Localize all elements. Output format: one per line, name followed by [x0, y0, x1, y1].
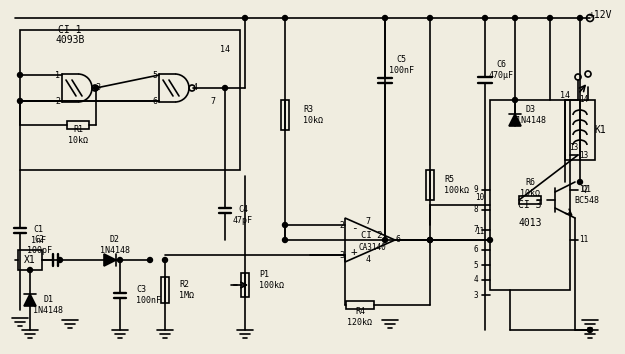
- Circle shape: [162, 257, 168, 263]
- Text: 4: 4: [474, 275, 478, 285]
- Circle shape: [382, 16, 388, 21]
- Circle shape: [18, 73, 22, 78]
- Text: 6: 6: [474, 246, 478, 255]
- Text: 13: 13: [579, 150, 589, 160]
- Circle shape: [578, 16, 582, 21]
- Text: 4: 4: [192, 84, 198, 92]
- Circle shape: [428, 238, 432, 242]
- Polygon shape: [24, 294, 36, 306]
- Circle shape: [282, 223, 288, 228]
- Circle shape: [242, 16, 248, 21]
- Bar: [519, 196, 541, 204]
- Circle shape: [282, 238, 288, 242]
- Circle shape: [382, 238, 388, 242]
- Text: +: +: [351, 247, 358, 257]
- Text: D3
1N4148: D3 1N4148: [516, 105, 546, 125]
- Bar: [346, 301, 374, 309]
- Circle shape: [94, 86, 99, 91]
- Text: 13: 13: [569, 143, 579, 153]
- Text: 4013: 4013: [518, 218, 542, 228]
- Bar: [161, 277, 169, 303]
- Text: C1
1nF: C1 1nF: [31, 225, 46, 245]
- Text: 3: 3: [96, 84, 101, 92]
- Text: C5
100nF: C5 100nF: [389, 55, 414, 75]
- Text: 6: 6: [396, 235, 401, 245]
- Text: CI 3: CI 3: [518, 200, 542, 210]
- Text: R5
100kΩ: R5 100kΩ: [444, 175, 469, 195]
- Text: 14: 14: [560, 91, 570, 99]
- Circle shape: [222, 86, 228, 91]
- Text: 4: 4: [366, 256, 371, 264]
- Polygon shape: [509, 114, 521, 126]
- Text: 14: 14: [220, 46, 230, 55]
- Text: 2: 2: [56, 97, 61, 105]
- Text: C3
100nF: C3 100nF: [136, 285, 161, 305]
- Text: 6: 6: [152, 97, 158, 105]
- Circle shape: [58, 257, 63, 263]
- Text: R1
10kΩ: R1 10kΩ: [68, 125, 88, 145]
- Circle shape: [488, 238, 492, 242]
- Text: 9: 9: [474, 185, 478, 194]
- Text: CI 2: CI 2: [361, 230, 382, 240]
- Circle shape: [512, 97, 518, 103]
- Text: R3
10kΩ: R3 10kΩ: [303, 105, 323, 125]
- Text: C6
470µF: C6 470µF: [489, 60, 514, 80]
- Circle shape: [428, 16, 432, 21]
- Text: P1
100kΩ: P1 100kΩ: [259, 270, 284, 290]
- Text: 7: 7: [474, 225, 478, 234]
- Circle shape: [282, 16, 288, 21]
- Polygon shape: [104, 254, 116, 266]
- Circle shape: [148, 257, 152, 263]
- Circle shape: [28, 268, 32, 273]
- Text: 4093B: 4093B: [56, 35, 85, 45]
- Text: 7: 7: [366, 217, 371, 227]
- Text: 14: 14: [579, 96, 589, 104]
- Text: 12: 12: [579, 185, 589, 194]
- Text: 1: 1: [56, 70, 61, 80]
- Circle shape: [588, 327, 592, 332]
- Bar: [281, 100, 289, 130]
- Circle shape: [428, 238, 432, 242]
- Text: CA3140: CA3140: [358, 242, 386, 251]
- Circle shape: [482, 16, 488, 21]
- Text: 3: 3: [474, 291, 478, 299]
- Text: 8: 8: [474, 206, 478, 215]
- Text: 5: 5: [474, 261, 478, 269]
- Text: K1: K1: [594, 125, 606, 135]
- Text: C2
100pF: C2 100pF: [26, 235, 51, 255]
- Bar: [241, 273, 249, 297]
- Bar: [426, 170, 434, 200]
- Text: 10: 10: [476, 194, 484, 202]
- Text: 7: 7: [211, 97, 216, 105]
- Text: 3: 3: [339, 251, 344, 259]
- Circle shape: [578, 179, 582, 184]
- Bar: [67, 121, 89, 129]
- Text: 11: 11: [476, 228, 484, 236]
- Circle shape: [118, 257, 122, 263]
- Text: 11: 11: [579, 235, 589, 245]
- Text: 5: 5: [152, 70, 158, 80]
- Text: D1
1N4148: D1 1N4148: [33, 295, 63, 315]
- Text: +12V: +12V: [588, 10, 612, 20]
- Text: D2
1N4148: D2 1N4148: [100, 235, 130, 255]
- Text: R2
1MΩ: R2 1MΩ: [179, 280, 194, 300]
- Text: X1: X1: [24, 255, 36, 265]
- Text: R4
120kΩ: R4 120kΩ: [348, 307, 372, 327]
- Text: -: -: [351, 223, 358, 233]
- Text: Q1
BC548: Q1 BC548: [574, 185, 599, 205]
- Text: CI 1: CI 1: [58, 25, 82, 35]
- Bar: [490, 100, 570, 290]
- Bar: [18, 250, 42, 270]
- Text: R6
10kΩ: R6 10kΩ: [520, 178, 540, 198]
- Circle shape: [512, 16, 518, 21]
- Bar: [565, 100, 595, 160]
- Text: C4
47pF: C4 47pF: [233, 205, 253, 225]
- Text: 2: 2: [339, 221, 344, 229]
- Circle shape: [18, 98, 22, 103]
- Bar: [20, 30, 240, 170]
- Circle shape: [548, 16, 552, 21]
